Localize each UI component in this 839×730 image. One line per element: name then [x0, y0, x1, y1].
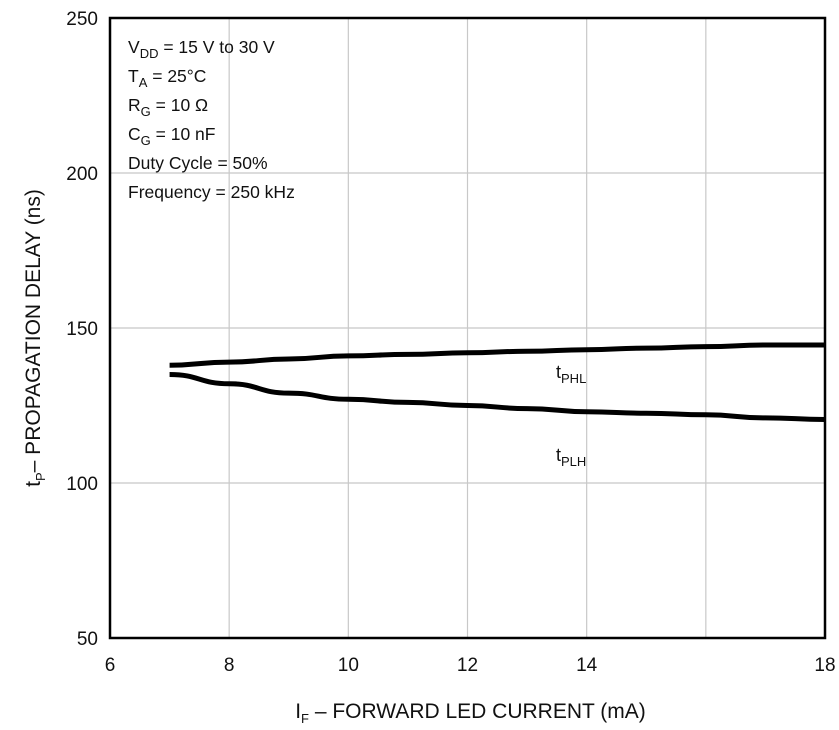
- y-tick-label: 50: [77, 629, 98, 650]
- series-label-tPLH: tPLH: [556, 445, 586, 469]
- series-group: [169, 342, 826, 422]
- x-tick-label: 18: [814, 655, 835, 676]
- x-tick-label: 6: [105, 655, 116, 676]
- y-tick-label: 250: [66, 9, 98, 30]
- condition-line: CG = 10 nF: [128, 124, 215, 148]
- condition-line: RG = 10 Ω: [128, 95, 208, 119]
- y-tick-label: 150: [66, 319, 98, 340]
- series-labels: tPHL tPLH: [556, 362, 586, 469]
- x-tick-label: 8: [224, 655, 235, 676]
- x-tick-labels: 6 8 10 12 14 18: [105, 655, 836, 676]
- y-tick-label: 200: [66, 164, 98, 185]
- x-axis-title: IF – FORWARD LED CURRENT (mA): [295, 700, 646, 726]
- y-tick-label: 100: [66, 474, 98, 495]
- condition-line: Frequency = 250 kHz: [128, 182, 295, 202]
- plot-frame: [108, 16, 827, 640]
- x-tick-label: 14: [576, 655, 598, 676]
- x-tick-label: 10: [338, 655, 359, 676]
- grid: [110, 18, 825, 638]
- series-label-tPHL: tPHL: [556, 362, 586, 386]
- y-tick-labels: 50 100 150 200 250: [66, 9, 98, 650]
- x-tick-label: 12: [457, 655, 478, 676]
- series-line-tPHL: [169, 342, 825, 368]
- condition-line: Duty Cycle = 50%: [128, 153, 268, 173]
- condition-line: VDD = 15 V to 30 V: [128, 37, 275, 61]
- conditions-box: VDD = 15 V to 30 V TA = 25°C RG = 10 Ω CG =…: [128, 37, 295, 202]
- series-line-tPLH: [169, 372, 826, 422]
- y-axis-title: tP– PROPAGATION DELAY (ns): [22, 189, 48, 487]
- condition-line: TA = 25°C: [128, 66, 206, 90]
